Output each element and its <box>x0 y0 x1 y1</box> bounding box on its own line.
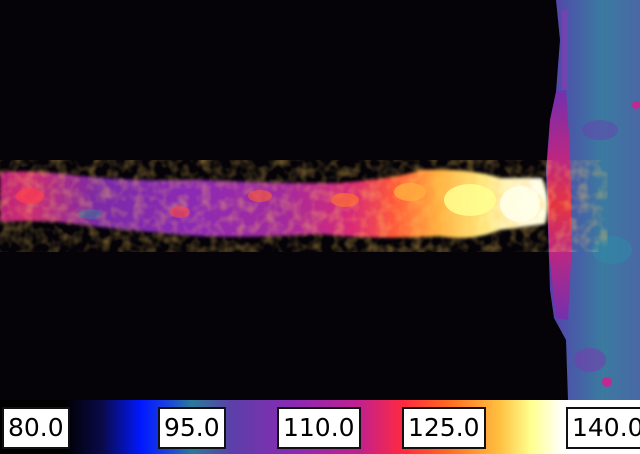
thermal-image <box>0 0 640 400</box>
scale-label-125: 125.0 <box>402 407 486 449</box>
scale-label-max: 140.0 <box>566 407 640 449</box>
scale-label-110: 110.0 <box>277 407 361 449</box>
heated-beam <box>0 168 552 244</box>
wall-region <box>546 0 640 400</box>
scale-label-min: 80.0 <box>2 407 70 449</box>
scale-label-95: 95.0 <box>158 407 226 449</box>
